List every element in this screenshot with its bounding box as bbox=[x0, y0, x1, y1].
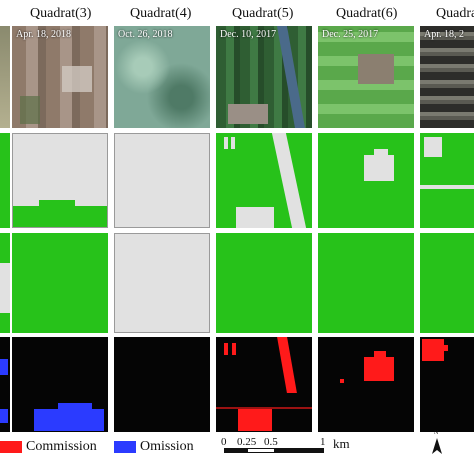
classification-map-quadrat-3 bbox=[12, 133, 108, 228]
scale-bar bbox=[224, 448, 324, 453]
error-map-quadrat-6 bbox=[318, 337, 414, 432]
scale-tick-025: 0.25 bbox=[237, 436, 257, 448]
classification-map-quadrat-4 bbox=[114, 133, 210, 228]
satellite-image-quadrat-6: Dec. 25, 2017 bbox=[318, 26, 414, 128]
date-quadrat-6: Dec. 25, 2017 bbox=[322, 29, 379, 40]
reference-map-quadrat-6 bbox=[318, 233, 414, 333]
north-arrow-icon: N bbox=[430, 430, 444, 458]
header-quadrat-3: Quadrat(3) bbox=[30, 6, 92, 21]
date-quadrat-7: Apr. 18, 2 bbox=[424, 29, 464, 40]
scale-tick-0: 0 bbox=[221, 436, 227, 448]
satellite-image-quadrat-5: Dec. 10, 2017 bbox=[216, 26, 312, 128]
commission-swatch bbox=[0, 441, 22, 453]
reference-map-quadrat-3 bbox=[12, 233, 108, 333]
error-map-col0 bbox=[0, 337, 10, 432]
satellite-image-quadrat-7: Apr. 18, 2 bbox=[420, 26, 474, 128]
reference-map-quadrat-5 bbox=[216, 233, 312, 333]
scale-tick-05: 0.5 bbox=[264, 436, 278, 448]
scale-tick-1: 1 bbox=[320, 436, 326, 448]
reference-map-quadrat-7 bbox=[420, 233, 474, 333]
classification-map-col0 bbox=[0, 133, 10, 228]
date-quadrat-3: Apr. 18, 2018 bbox=[16, 29, 71, 40]
reference-map-col0 bbox=[0, 233, 10, 333]
classification-map-quadrat-6 bbox=[318, 133, 414, 228]
satellite-image-quadrat-4: Oct. 26, 2018 bbox=[114, 26, 210, 128]
omission-swatch bbox=[114, 441, 136, 453]
omission-label: Omission bbox=[140, 439, 194, 454]
commission-label: Commission bbox=[26, 439, 97, 454]
error-map-quadrat-7 bbox=[420, 337, 474, 432]
reference-map-quadrat-4 bbox=[114, 233, 210, 333]
error-map-quadrat-3 bbox=[12, 337, 108, 432]
header-quadrat-4: Quadrat(4) bbox=[130, 6, 192, 21]
header-quadrat-6: Quadrat(6) bbox=[336, 6, 398, 21]
satellite-image-quadrat-3: Apr. 18, 2018 bbox=[12, 26, 108, 128]
date-quadrat-5: Dec. 10, 2017 bbox=[220, 29, 277, 40]
classification-map-quadrat-5 bbox=[216, 133, 312, 228]
north-label: N bbox=[434, 430, 439, 436]
error-map-quadrat-5 bbox=[216, 337, 312, 432]
date-quadrat-4: Oct. 26, 2018 bbox=[118, 29, 173, 40]
header-quadrat-5: Quadrat(5) bbox=[232, 6, 294, 21]
error-map-quadrat-4 bbox=[114, 337, 210, 432]
header-quadrat-7: Quadrat bbox=[436, 6, 474, 21]
satellite-image-col0 bbox=[0, 26, 10, 128]
classification-map-quadrat-7 bbox=[420, 133, 474, 228]
scale-unit: km bbox=[333, 436, 350, 451]
